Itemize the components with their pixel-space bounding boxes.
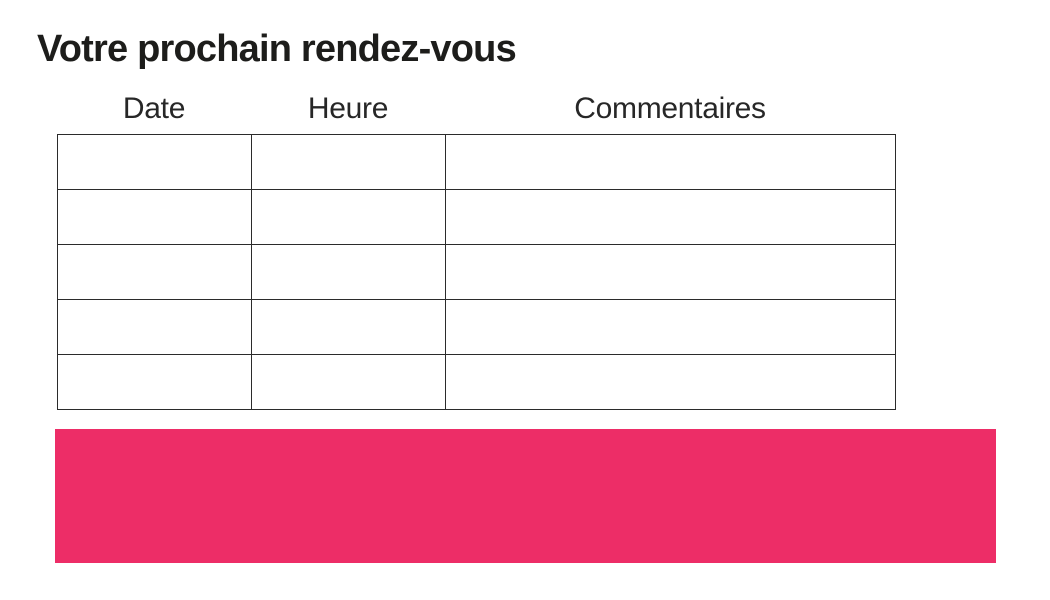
column-header-heure: Heure [307, 92, 389, 125]
table-row [57, 134, 896, 190]
table-cell [445, 244, 896, 300]
column-header-date: Date [122, 92, 186, 125]
table-cell [251, 189, 446, 245]
table-cell [251, 299, 446, 355]
table-cell [57, 299, 252, 355]
table-cell [57, 354, 252, 410]
column-header-commentaires: Commentaires [574, 92, 766, 125]
table-cell [445, 299, 896, 355]
table-cell [57, 134, 252, 190]
table-cell [57, 189, 252, 245]
table-cell [57, 244, 252, 300]
page-title: Votre prochain rendez-vous [37, 28, 517, 70]
table-column-headers: Date Heure Commentaires [57, 92, 895, 126]
pink-banner [55, 429, 996, 563]
table-cell [445, 134, 896, 190]
table-cell [251, 354, 446, 410]
table-cell [251, 244, 446, 300]
table-cell [251, 134, 446, 190]
appointments-table-body [57, 134, 896, 410]
table-row [57, 299, 896, 355]
table-cell [445, 189, 896, 245]
table-cell [445, 354, 896, 410]
table-row [57, 354, 896, 410]
table-row [57, 189, 896, 245]
table-row [57, 244, 896, 300]
appointments-table [57, 134, 896, 410]
